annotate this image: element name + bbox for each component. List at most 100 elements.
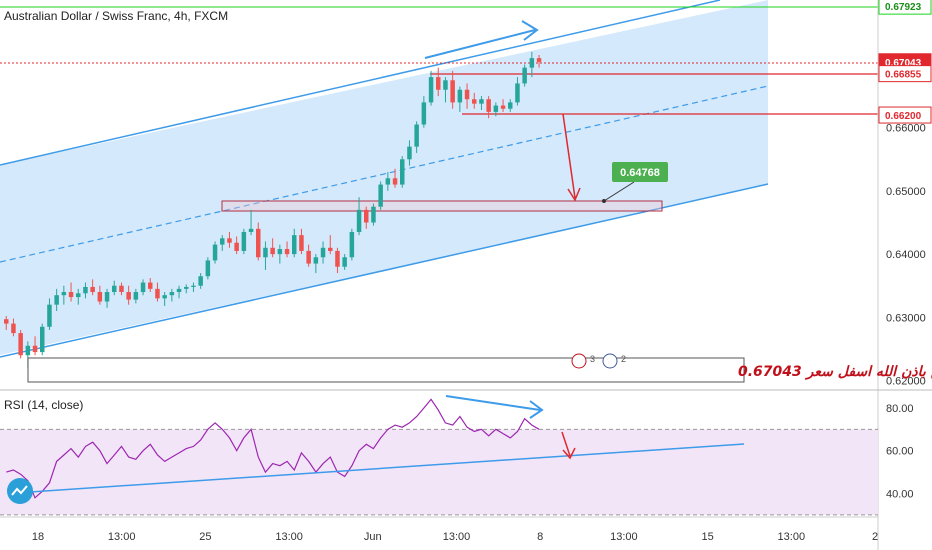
price-divergence-arrow	[424, 20, 539, 59]
price-label-box	[878, 106, 932, 124]
time-tick-label: 18	[32, 531, 44, 543]
channel-fill	[0, 0, 768, 355]
candle-body	[472, 99, 477, 104]
rsi-pane: RSI (14, close) 40.00 60.00 80.00	[0, 395, 914, 516]
time-tick-label: 13:00	[275, 531, 303, 543]
candle-body	[162, 295, 167, 299]
candle-body	[248, 228, 254, 232]
candle-body	[457, 89, 463, 103]
price-tick-label: 0.63000	[886, 312, 926, 324]
candle-body	[61, 292, 67, 296]
price-label-text: 0.66855	[885, 70, 922, 81]
time-tick-label: Jun	[364, 531, 382, 543]
time-tick-label: 15	[701, 531, 713, 543]
rsi-tick-label: 60.00	[886, 446, 914, 458]
candle-body	[342, 257, 347, 267]
badge-count-1: 3	[590, 354, 595, 364]
candle-body	[270, 247, 275, 255]
price-tick-label: 0.64000	[886, 249, 926, 261]
candle-body	[320, 247, 326, 258]
candle-body	[83, 286, 88, 294]
candle-body	[25, 345, 31, 356]
time-tick-label: 13:00	[108, 531, 136, 543]
target-down-arrow	[562, 113, 581, 202]
candle-body	[400, 159, 405, 185]
candle-body	[11, 323, 16, 334]
candle-body	[356, 209, 362, 232]
candle-body	[205, 260, 211, 277]
candle-body	[407, 146, 412, 160]
candle-body	[133, 292, 139, 300]
candle-body	[112, 285, 117, 293]
candle-body	[234, 242, 239, 251]
candle-body	[47, 304, 52, 327]
candle-body	[32, 345, 38, 353]
rsi-divergence-arrow	[445, 395, 544, 419]
channel-middle-line	[0, 85, 769, 263]
price-label-box	[878, 65, 932, 83]
price-label-box	[878, 0, 932, 15]
rsi-line	[6, 398, 540, 499]
candle-body	[306, 250, 311, 264]
candle-body	[385, 178, 391, 185]
candle-body	[68, 292, 74, 298]
candle-body	[328, 247, 333, 251]
candle-body	[184, 286, 189, 289]
candle-body	[169, 292, 175, 296]
price-tick-label: 0.65000	[886, 186, 926, 198]
candle-body	[256, 228, 261, 258]
candle-body	[284, 249, 290, 255]
price-label-text: 0.67043	[885, 58, 922, 69]
target-value: 0.64768	[620, 167, 660, 179]
candle-body	[227, 238, 232, 243]
badge-icon-2[interactable]	[602, 353, 618, 369]
candle-body	[486, 99, 491, 112]
candle-body	[536, 58, 542, 62]
candle-body	[378, 184, 383, 207]
candle-body	[18, 333, 23, 356]
chart-title: Australian Dollar / Swiss Franc, 4h, FXC…	[4, 9, 228, 23]
candle-body	[220, 238, 225, 245]
tradingview-logo-icon[interactable]	[7, 478, 33, 504]
candle-body	[349, 231, 355, 258]
candle-body	[292, 235, 297, 255]
rsi-band	[0, 429, 878, 515]
channel-lower-line	[0, 183, 769, 358]
candle-body	[40, 326, 45, 353]
candle-body	[428, 77, 434, 103]
rsi-down-arrow	[561, 431, 576, 460]
channel-upper-line	[0, 0, 721, 166]
badge-count-2: 2	[621, 354, 626, 364]
support-zone	[221, 200, 663, 212]
candle-body	[529, 58, 535, 68]
badge-icon-1[interactable]	[571, 353, 587, 369]
rsi-title: RSI (14, close)	[4, 398, 83, 412]
rsi-trend-line	[29, 443, 745, 493]
channel-layer	[0, 0, 769, 358]
candle-body	[464, 89, 470, 100]
candle-body	[97, 292, 103, 302]
time-tick-label: 13:00	[443, 531, 471, 543]
candle-body	[493, 105, 499, 112]
candle-body	[263, 247, 268, 258]
candle-body	[155, 288, 160, 299]
candle-body	[522, 67, 527, 84]
candles-group	[4, 51, 542, 368]
candle-body	[176, 288, 182, 293]
candle-body	[335, 250, 340, 267]
candle-body	[212, 244, 218, 261]
candle-body	[54, 295, 59, 305]
candle-body	[126, 292, 131, 300]
price-tick-label: 0.66000	[886, 123, 926, 135]
rsi-tick-label: 80.00	[886, 403, 914, 415]
candle-body	[371, 206, 376, 223]
price-label-text: 0.66200	[885, 111, 922, 122]
candle-body	[4, 319, 9, 324]
candle-body	[299, 235, 304, 251]
candle-body	[443, 80, 448, 90]
candle-body	[119, 285, 124, 293]
time-tick-label: 2	[872, 531, 878, 543]
candle-body	[479, 99, 484, 104]
candle-body	[313, 257, 319, 264]
